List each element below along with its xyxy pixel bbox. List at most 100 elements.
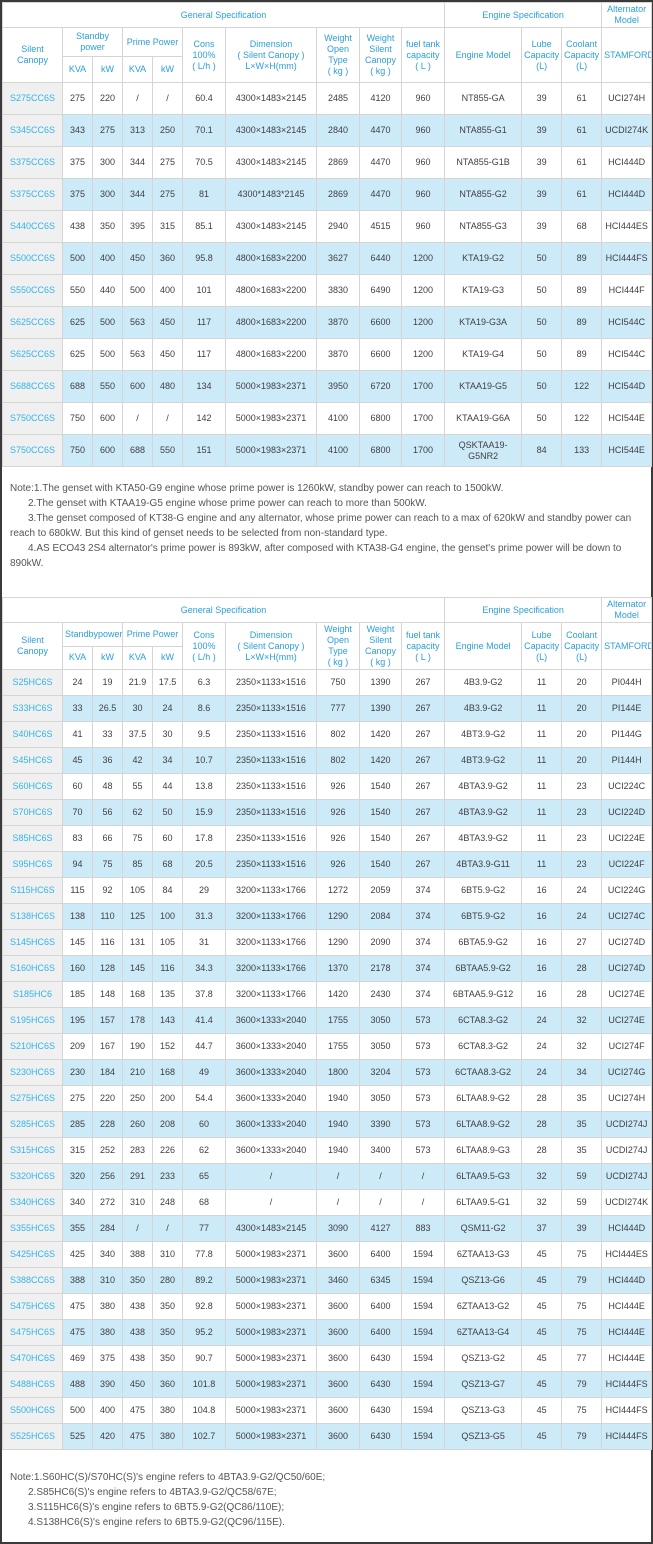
model-link[interactable]: S500HC6S	[2, 1397, 63, 1424]
spec-cell: 450	[152, 306, 183, 339]
model-link[interactable]: S40HC6S	[2, 721, 63, 748]
model-link[interactable]: S320HC6S	[2, 1163, 63, 1190]
model-link[interactable]: S285HC6S	[2, 1111, 63, 1138]
spec-cell: 284	[92, 1215, 123, 1242]
model-link[interactable]: S440CC6S	[2, 210, 63, 243]
spec-cell: 39	[521, 82, 563, 115]
spec-cell: 6440	[359, 242, 402, 275]
model-link[interactable]: S185HC6	[2, 981, 63, 1008]
model-link[interactable]: S85HC6S	[2, 825, 63, 852]
spec-cell: 89	[561, 306, 603, 339]
spec-cell: 350	[152, 1345, 183, 1372]
model-link[interactable]: S160HC6S	[2, 955, 63, 982]
spec-cell: 4B3.9-G2	[444, 669, 523, 696]
model-link[interactable]: S70HC6S	[2, 799, 63, 826]
model-link[interactable]: S60HC6S	[2, 773, 63, 800]
model-link[interactable]: S425HC6S	[2, 1241, 63, 1268]
spec-cell: 59	[561, 1163, 603, 1190]
spec-cell: 4100	[316, 402, 360, 435]
spec-cell: 26.5	[92, 695, 123, 722]
spec-cell: 350	[122, 1267, 153, 1294]
model-link[interactable]: S375CC6S	[2, 146, 63, 179]
spec-cell: 1940	[316, 1137, 360, 1164]
model-link[interactable]: S625CC6S	[2, 306, 63, 339]
model-link[interactable]: S45HC6S	[2, 747, 63, 774]
model-link[interactable]: S195HC6S	[2, 1007, 63, 1034]
model-link[interactable]: S488HC6S	[2, 1371, 63, 1398]
spec-cell: 3204	[359, 1059, 402, 1086]
model-link[interactable]: S315HC6S	[2, 1137, 63, 1164]
spec-cell: 5000×1983×2371	[225, 1371, 317, 1398]
table-row: S500CC6S 500 400 450 360 95.8 4800×1683×2200 36…	[2, 242, 653, 275]
spec-cell: 44	[152, 773, 183, 800]
model-link[interactable]: S475HC6S	[2, 1293, 63, 1320]
spec-cell: 375	[92, 1345, 123, 1372]
spec-cell: 24	[561, 903, 603, 930]
spec-cell: 550	[62, 274, 93, 307]
model-link[interactable]: S625CC6S	[2, 338, 63, 371]
model-link[interactable]: S275HC6S	[2, 1085, 63, 1112]
spec-cell: 4470	[359, 178, 402, 211]
spec-cell: 105	[122, 877, 153, 904]
spec-cell: 248	[152, 1189, 183, 1216]
model-link[interactable]: S210HC6S	[2, 1033, 63, 1060]
model-link[interactable]: S750CC6S	[2, 402, 63, 435]
model-link[interactable]: S25HC6S	[2, 669, 63, 696]
model-link[interactable]: S33HC6S	[2, 695, 63, 722]
spec-cell: 30	[122, 695, 153, 722]
spec-cell: 55	[122, 773, 153, 800]
model-link[interactable]: S500CC6S	[2, 242, 63, 275]
model-link[interactable]: S688CC6S	[2, 370, 63, 403]
spec-cell: 285	[62, 1111, 93, 1138]
spec-cell: 2350×1133×1516	[225, 773, 317, 800]
spec-cell: 310	[122, 1189, 153, 1216]
spec-cell: QSZ13-G6	[444, 1267, 523, 1294]
spec-cell: 1200	[400, 306, 446, 339]
spec-cell: 344	[122, 178, 153, 211]
model-link[interactable]: S355HC6S	[2, 1215, 63, 1242]
model-link[interactable]: S138HC6S	[2, 903, 63, 930]
spec-cell: 75	[92, 851, 123, 878]
spec-cell: 32	[521, 1189, 563, 1216]
spec-cell: 600	[92, 434, 123, 467]
model-link[interactable]: S345CC6S	[2, 114, 63, 147]
spec-cell: 11	[521, 851, 563, 878]
model-link[interactable]: S525HC6S	[2, 1423, 63, 1450]
spec-cell: 313	[122, 114, 153, 147]
spec-cell: UCDI274K	[601, 114, 653, 147]
spec-cell: 6600	[359, 306, 402, 339]
model-link[interactable]: S95HC6S	[2, 851, 63, 878]
spec-cell: 2350×1133×1516	[225, 747, 317, 774]
spec-cell: UCI224D	[601, 799, 653, 826]
model-link[interactable]: S145HC6S	[2, 929, 63, 956]
spec-cell: 6400	[359, 1293, 402, 1320]
spec-cell: 101.8	[182, 1371, 226, 1398]
model-link[interactable]: S275CC6S	[2, 82, 63, 115]
model-link[interactable]: S340HC6S	[2, 1189, 63, 1216]
spec-cell: QSZ13-G3	[444, 1397, 523, 1424]
spec-cell: 1594	[400, 1397, 446, 1424]
spec-cell: 625	[62, 306, 93, 339]
model-link[interactable]: S470HC6S	[2, 1345, 63, 1372]
spec-cell: 20.5	[182, 851, 226, 878]
model-link[interactable]: S115HC6S	[2, 877, 63, 904]
spec-cell: 138	[62, 903, 93, 930]
model-link[interactable]: S230HC6S	[2, 1059, 63, 1086]
model-link[interactable]: S388CC6S	[2, 1267, 63, 1294]
spec-cell: QSM11-G2	[444, 1215, 523, 1242]
spec-cell: UCI274F	[601, 1033, 653, 1060]
cc-series-table-body: S275CC6S 275 220//60.4 4300×1483×2145 2485 41…	[2, 82, 653, 467]
spec-cell: 54.4	[182, 1085, 226, 1112]
spec-cell: 102.7	[182, 1423, 226, 1450]
spec-cell: 30	[152, 721, 183, 748]
spec-cell: 3870	[316, 306, 360, 339]
spec-cell: 374	[400, 955, 446, 982]
model-link[interactable]: S750CC6S	[2, 434, 63, 467]
model-link[interactable]: S375CC6S	[2, 178, 63, 211]
spec-cell: 3600×1333×2040	[225, 1085, 317, 1112]
spec-cell: 84	[152, 877, 183, 904]
model-link[interactable]: S475HC6S	[2, 1319, 63, 1346]
spec-cell: 600	[122, 370, 153, 403]
model-link[interactable]: S550CC6S	[2, 274, 63, 307]
spec-cell: 131	[122, 929, 153, 956]
